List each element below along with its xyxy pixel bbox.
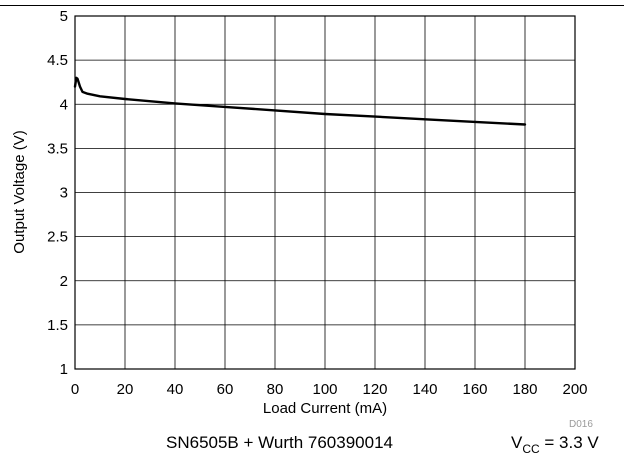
y-tick-label: 4.5	[47, 52, 68, 69]
y-tick-labels: 1 1.5 2 2.5 3 3.5 4 4.5 5	[47, 8, 68, 378]
x-tick-label: 120	[362, 381, 387, 398]
y-tick-label: 2.5	[47, 229, 68, 246]
vcc-value: = 3.3 V	[540, 433, 600, 452]
x-tick-label: 200	[562, 381, 587, 398]
caption-vcc: VCC = 3.3 V	[511, 433, 599, 456]
x-tick-label: 140	[412, 381, 437, 398]
x-axis-label: Load Current (mA)	[263, 400, 387, 417]
x-tick-label: 60	[217, 381, 234, 398]
x-tick-label: 80	[267, 381, 284, 398]
plot-frame	[74, 15, 576, 370]
caption-left: SN6505B + Wurth 760390014	[166, 433, 393, 452]
x-tick-label: 100	[312, 381, 337, 398]
y-tick-label: 5	[60, 8, 68, 25]
y-tick-label: 2	[60, 273, 68, 290]
x-tick-label: 180	[512, 381, 537, 398]
x-tick-label: 0	[71, 381, 79, 398]
x-tick-label: 40	[167, 381, 184, 398]
top-rule	[0, 5, 624, 6]
figure-code: D016	[569, 419, 593, 430]
x-tick-label: 160	[462, 381, 487, 398]
grid	[74, 15, 576, 370]
y-axis-label: Output Voltage (V)	[11, 130, 28, 253]
y-tick-label: 4	[60, 96, 68, 113]
y-tick-label: 3.5	[47, 140, 68, 157]
vcc-prefix: V	[511, 433, 523, 452]
y-tick-label: 1.5	[47, 317, 68, 334]
x-tick-labels: 0 20 40 60 80 100 120 140 160 180 200	[71, 381, 588, 398]
y-tick-label: 1	[60, 361, 68, 378]
vcc-subscript: CC	[522, 442, 540, 456]
y-tick-label: 3	[60, 185, 68, 202]
series-0-line	[73, 76, 527, 126]
x-tick-label: 20	[117, 381, 134, 398]
